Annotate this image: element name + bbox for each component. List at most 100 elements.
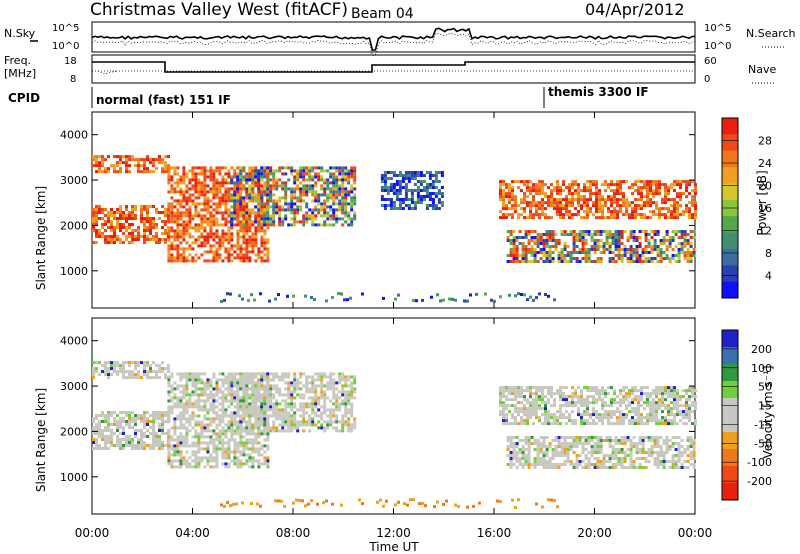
power-cell xyxy=(299,175,303,179)
velocity-cell xyxy=(254,450,258,454)
power-cell xyxy=(667,216,670,220)
power-cell xyxy=(257,187,261,191)
velocity-cell xyxy=(122,438,125,441)
velocity-cell xyxy=(146,370,149,374)
power-cell xyxy=(212,253,216,257)
power-cell xyxy=(559,198,562,202)
velocity-cell xyxy=(188,378,192,382)
velocity-cell xyxy=(140,447,143,450)
velocity-cell xyxy=(143,364,146,368)
velocity-cell xyxy=(260,462,264,466)
velocity-cell xyxy=(104,417,107,420)
power-cell xyxy=(584,251,588,254)
power-cell xyxy=(622,204,625,208)
velocity-cell xyxy=(122,367,125,371)
velocity-cell xyxy=(514,416,517,420)
power-cell xyxy=(230,214,234,218)
power-cell xyxy=(137,158,140,162)
velocity-cell xyxy=(197,408,201,412)
power-cell xyxy=(110,226,113,229)
power-cell xyxy=(545,254,549,257)
power-cell xyxy=(583,189,586,193)
power-cell xyxy=(260,208,264,212)
power-cell xyxy=(260,256,264,260)
power-cell xyxy=(182,205,186,209)
velocity-cell xyxy=(230,429,234,433)
power-cell xyxy=(665,257,669,260)
velocity-cell xyxy=(128,414,131,417)
power-cell xyxy=(650,236,654,239)
power-cell xyxy=(116,235,119,238)
power-cell xyxy=(347,178,351,182)
velocity-cell xyxy=(296,423,300,427)
power-cell xyxy=(679,204,682,208)
velocity-cell xyxy=(634,419,637,423)
power-cell xyxy=(569,230,573,233)
velocity-cell xyxy=(275,411,279,415)
power-cell xyxy=(314,166,318,170)
power-cell xyxy=(530,248,534,251)
velocity-cell xyxy=(508,398,511,402)
velocity-cell xyxy=(529,392,532,396)
power-cell xyxy=(392,183,396,186)
velocity-cell xyxy=(224,399,228,403)
power-cell xyxy=(545,230,549,233)
velocity-cell xyxy=(227,426,231,430)
velocity-cell xyxy=(254,447,258,451)
power-cell xyxy=(344,214,348,218)
power-cell xyxy=(508,195,511,199)
power-cell xyxy=(248,226,252,230)
power-cell xyxy=(200,244,204,248)
velocity-cell xyxy=(251,465,255,469)
power-cell xyxy=(578,236,582,239)
power-cell xyxy=(164,161,167,165)
velocity-cell xyxy=(260,423,264,427)
power-cell xyxy=(523,293,526,297)
power-cell xyxy=(290,223,294,227)
power-cell xyxy=(302,175,306,179)
power-cell xyxy=(559,204,562,208)
velocity-cell xyxy=(221,384,225,388)
power-cell xyxy=(547,294,550,298)
velocity-cell xyxy=(347,420,351,424)
velocity-cell xyxy=(116,364,119,368)
velocity-cell xyxy=(302,414,306,418)
velocity-cell xyxy=(119,370,122,374)
power-cell xyxy=(683,245,687,248)
velocity-cell xyxy=(236,378,240,382)
power-cell xyxy=(538,213,541,217)
power-cell xyxy=(242,226,246,230)
velocity-cell xyxy=(275,426,279,430)
power-cell xyxy=(566,254,570,257)
power-cell xyxy=(548,257,552,260)
velocity-cell xyxy=(179,375,183,379)
power-cell xyxy=(620,233,624,236)
velocity-cell xyxy=(341,375,345,379)
power-cell xyxy=(679,198,682,202)
velocity-cell xyxy=(248,453,252,457)
power-cell xyxy=(419,174,423,177)
velocity-cell xyxy=(134,435,137,438)
velocity-cell xyxy=(574,389,577,393)
velocity-cell xyxy=(640,419,643,423)
velocity-cell xyxy=(637,395,640,399)
power-cell xyxy=(311,199,315,203)
power-cell xyxy=(620,248,624,251)
power-cell xyxy=(323,181,327,185)
velocity-cell xyxy=(263,426,267,430)
power-cell xyxy=(520,207,523,211)
velocity-cell xyxy=(332,408,336,412)
velocity-cell xyxy=(242,375,246,379)
power-cell xyxy=(119,155,122,159)
power-cell xyxy=(197,166,201,170)
power-cell xyxy=(128,235,131,238)
velocity-cell xyxy=(167,456,171,460)
velocity-cell xyxy=(92,367,95,371)
velocity-cell xyxy=(350,429,354,433)
power-cell xyxy=(577,210,580,214)
velocity-cell xyxy=(544,413,547,417)
velocity-cell xyxy=(332,396,336,400)
power-cell xyxy=(317,202,321,206)
velocity-cell xyxy=(242,381,246,385)
power-cell xyxy=(545,233,549,236)
